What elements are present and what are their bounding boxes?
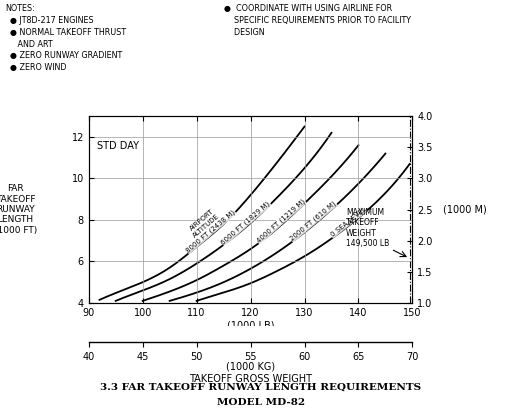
X-axis label: (1000 LB): (1000 LB) bbox=[227, 321, 274, 331]
Text: 4000 FT (1219 M): 4000 FT (1219 M) bbox=[255, 198, 306, 244]
Text: STD DAY: STD DAY bbox=[97, 141, 139, 151]
Text: ●  COORDINATE WITH USING AIRLINE FOR
    SPECIFIC REQUIREMENTS PRIOR TO FACILITY: ● COORDINATE WITH USING AIRLINE FOR SPEC… bbox=[224, 4, 411, 37]
Text: MAXIMUM
TAKEOFF
WEIGHT
149,500 LB: MAXIMUM TAKEOFF WEIGHT 149,500 LB bbox=[346, 208, 389, 248]
Text: (1000 KG): (1000 KG) bbox=[226, 361, 275, 371]
Text: FAR
TAKEOFF
RUNWAY
LENGTH
(1000 FT): FAR TAKEOFF RUNWAY LENGTH (1000 FT) bbox=[0, 184, 37, 235]
Text: (1000 M): (1000 M) bbox=[443, 205, 487, 215]
Text: NOTES:
  ● JT8D-217 ENGINES
  ● NORMAL TAKEOFF THRUST
     AND ART
  ● ZERO RUNW: NOTES: ● JT8D-217 ENGINES ● NORMAL TAKEO… bbox=[5, 4, 126, 72]
Text: TAKEOFF GROSS WEIGHT: TAKEOFF GROSS WEIGHT bbox=[189, 374, 312, 383]
Text: MODEL MD-82: MODEL MD-82 bbox=[217, 398, 305, 407]
Text: 2000 FT (610 M): 2000 FT (610 M) bbox=[289, 200, 337, 242]
Text: AIRPORT
ALTITUDE
8000 FT (2438 M): AIRPORT ALTITUDE 8000 FT (2438 M) bbox=[176, 198, 236, 254]
Text: 3.3 FAR TAKEOFF RUNWAY LENGTH REQUIREMENTS: 3.3 FAR TAKEOFF RUNWAY LENGTH REQUIREMEN… bbox=[100, 383, 422, 392]
Text: 0 SEA LEVEL: 0 SEA LEVEL bbox=[329, 206, 367, 238]
Text: 6000 FT (1829 M): 6000 FT (1829 M) bbox=[220, 200, 271, 246]
